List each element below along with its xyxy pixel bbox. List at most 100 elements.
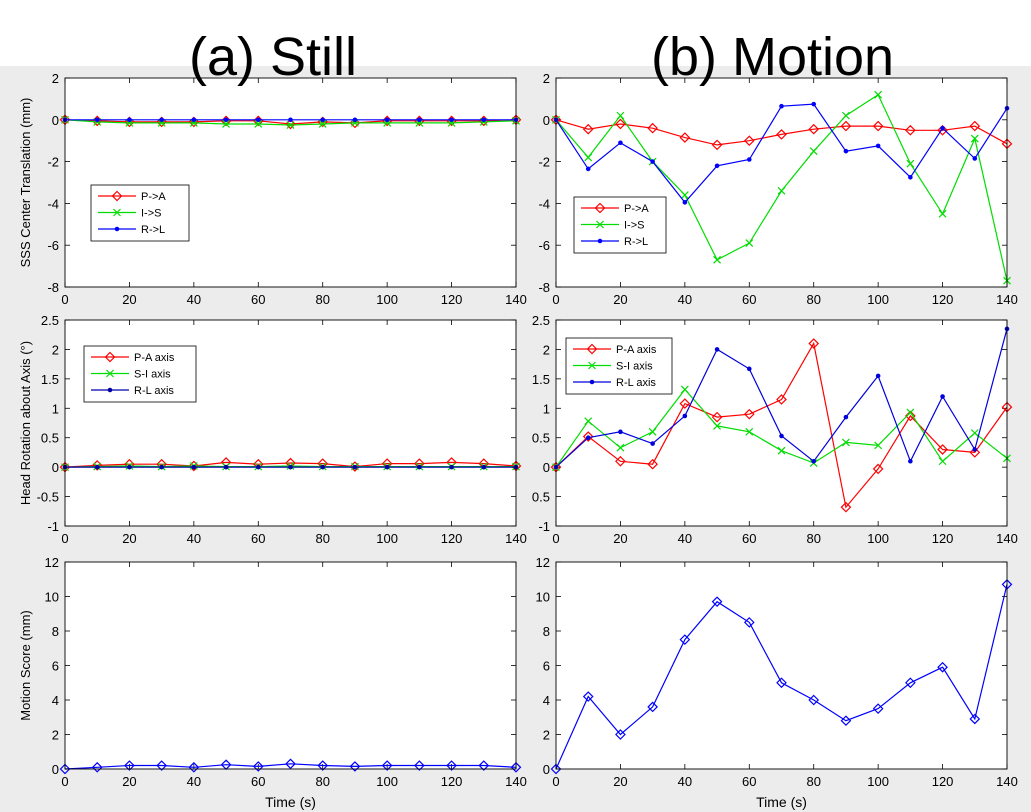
- data-point: [808, 338, 820, 349]
- y-tick-label: -1: [538, 519, 550, 534]
- data-point: [842, 438, 850, 447]
- data-point: [647, 458, 658, 470]
- x-tick-label: 0: [552, 292, 559, 307]
- y-tick-label: 8: [52, 624, 59, 639]
- data-point: [680, 191, 689, 199]
- plot-area: [65, 562, 516, 769]
- plot-area: [556, 78, 1007, 287]
- data-point: [872, 703, 884, 714]
- x-tick-label: 80: [806, 531, 820, 546]
- y-tick-label: 1: [543, 401, 550, 416]
- data-point: [157, 119, 166, 127]
- data-point: [874, 90, 883, 99]
- x-tick-label: 80: [315, 774, 329, 789]
- y-tick-label: 0: [543, 762, 550, 777]
- x-tick-label: 20: [122, 774, 136, 789]
- data-point: [679, 132, 691, 143]
- data-point: [255, 117, 261, 123]
- y-tick-label: 12: [536, 555, 550, 570]
- y-tick-label: -4: [47, 196, 59, 211]
- axes-frame: [64, 77, 517, 288]
- data-point: [746, 157, 752, 162]
- data-point: [550, 763, 562, 775]
- x-tick-label: 100: [376, 292, 398, 307]
- data-point: [969, 447, 981, 458]
- data-point: [808, 123, 820, 135]
- x-tick-label: 140: [505, 531, 527, 546]
- x-tick-label: 140: [505, 774, 527, 789]
- series-line: [555, 119, 1008, 146]
- data-point: [478, 760, 490, 771]
- legend-marker: [106, 369, 114, 378]
- legend-marker: [113, 208, 121, 217]
- data-point: [872, 120, 884, 132]
- data-point: [351, 119, 359, 127]
- column-title-motion: (b) Motion: [651, 27, 895, 87]
- chart-a2: -1 -0.5 0 0.5 1 1.5 2 2.5 0 20 40 60 80 100 120 140 Head…: [18, 313, 527, 546]
- data-point: [777, 186, 786, 195]
- data-point: [743, 135, 755, 147]
- series-line: [555, 341, 1008, 509]
- x-tick-label: 120: [932, 531, 954, 546]
- y-tick-label: -4: [538, 196, 550, 211]
- y-tick-label: 10: [536, 590, 550, 605]
- data-point: [222, 120, 230, 128]
- x-tick-label: 80: [315, 531, 329, 546]
- data-point: [872, 463, 884, 475]
- x-tick-label: 0: [61, 774, 68, 789]
- legend-entry: R-L axis: [134, 385, 174, 397]
- axes-frame: [555, 77, 1008, 288]
- axes-frame: [64, 319, 517, 527]
- data-point: [616, 111, 625, 120]
- data-point: [94, 117, 100, 123]
- legend-entry: P->A: [141, 191, 166, 203]
- data-point: [647, 701, 658, 713]
- y-tick-label: 2: [52, 342, 59, 357]
- y-tick-label: -6: [538, 238, 550, 253]
- y-tick-label: 2.5: [532, 313, 550, 328]
- title-band: [0, 0, 1031, 66]
- data-point: [618, 140, 623, 146]
- x-tick-label: 60: [251, 774, 265, 789]
- column-title-still: (a) Still: [189, 27, 358, 87]
- data-point: [679, 398, 691, 409]
- data-point: [320, 117, 326, 123]
- x-tick-label: 60: [251, 292, 265, 307]
- data-point: [585, 166, 591, 172]
- series-P->A: [550, 114, 1013, 151]
- x-tick-label: 120: [932, 774, 954, 789]
- legend-entry: S-I axis: [616, 361, 653, 373]
- x-tick-label: 140: [996, 292, 1018, 307]
- y-tick-label: 1: [52, 401, 59, 416]
- legend-marker: [114, 226, 120, 232]
- data-point: [908, 174, 913, 180]
- data-point: [320, 464, 326, 470]
- data-point: [809, 147, 818, 156]
- y-axis-label: SSS Center Translation (mm): [18, 98, 33, 268]
- data-point: [94, 464, 100, 470]
- x-tick-label: 80: [315, 292, 329, 307]
- data-point: [618, 429, 623, 435]
- x-tick-label: 100: [376, 774, 398, 789]
- data-point: [582, 123, 594, 135]
- x-tick-label: 40: [187, 531, 201, 546]
- data-point: [127, 464, 132, 470]
- y-tick-label: 1.5: [41, 372, 59, 387]
- y-tick-label: 12: [45, 555, 59, 570]
- data-point: [124, 760, 135, 771]
- x-tick-label: 140: [996, 531, 1018, 546]
- series-line: [64, 119, 517, 125]
- data-point: [288, 464, 293, 470]
- data-point: [745, 427, 754, 436]
- axes-frame: [64, 561, 517, 770]
- y-tick-label: -8: [538, 280, 550, 295]
- x-tick-label: 60: [742, 531, 756, 546]
- data-point: [776, 394, 787, 405]
- data-point: [908, 458, 913, 464]
- x-tick-label: 0: [61, 531, 68, 546]
- data-point: [906, 408, 915, 417]
- x-tick-label: 40: [678, 292, 692, 307]
- data-point: [352, 464, 358, 470]
